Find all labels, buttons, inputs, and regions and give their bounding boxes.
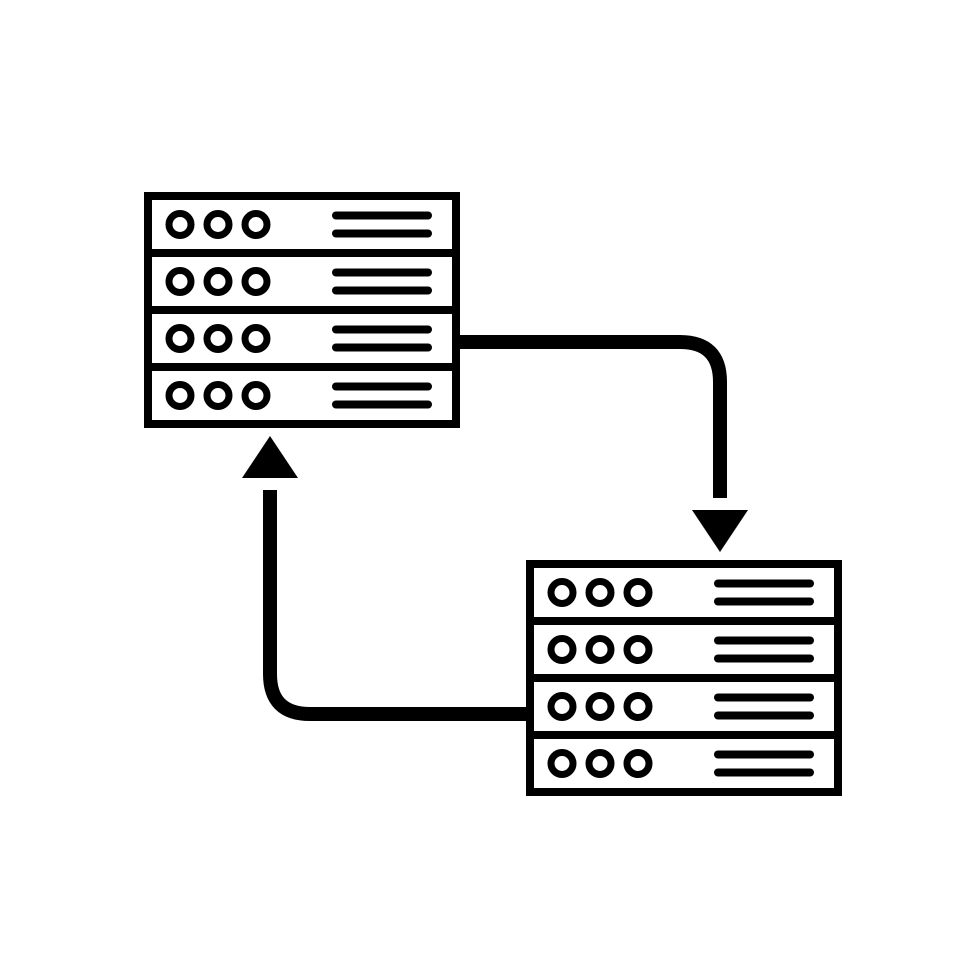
server-rack-bottom-led <box>589 639 611 661</box>
server-rack-bottom-led <box>551 696 573 718</box>
server-rack-top-led <box>169 271 191 293</box>
server-rack-top-led <box>245 385 267 407</box>
server-rack-bottom-led <box>551 582 573 604</box>
server-sync-diagram <box>0 0 980 980</box>
arrow-top-to-bottom-shaft <box>456 342 720 498</box>
server-rack-top-led <box>207 214 229 236</box>
arrow-bottom-to-top <box>242 436 530 714</box>
server-rack-bottom-led <box>627 696 649 718</box>
arrow-top-to-bottom <box>456 342 748 552</box>
server-rack-top-led <box>169 214 191 236</box>
server-rack-top-led <box>245 214 267 236</box>
server-rack-top-led <box>245 271 267 293</box>
arrow-top-to-bottom-head <box>692 510 748 552</box>
arrow-bottom-to-top-shaft <box>270 490 530 714</box>
server-rack-top <box>148 196 456 424</box>
server-rack-bottom-led <box>589 753 611 775</box>
server-rack-bottom-led <box>589 582 611 604</box>
server-rack-top-led <box>169 385 191 407</box>
server-rack-bottom <box>530 564 838 792</box>
server-rack-top-led <box>207 385 229 407</box>
server-rack-top-led <box>207 271 229 293</box>
server-rack-top-led <box>207 328 229 350</box>
server-rack-bottom-led <box>627 639 649 661</box>
arrow-bottom-to-top-head <box>242 436 298 478</box>
server-rack-top-led <box>169 328 191 350</box>
server-rack-top-led <box>245 328 267 350</box>
server-rack-bottom-led <box>551 753 573 775</box>
server-rack-bottom-led <box>627 582 649 604</box>
server-rack-bottom-led <box>589 696 611 718</box>
server-rack-bottom-led <box>627 753 649 775</box>
server-rack-bottom-led <box>551 639 573 661</box>
